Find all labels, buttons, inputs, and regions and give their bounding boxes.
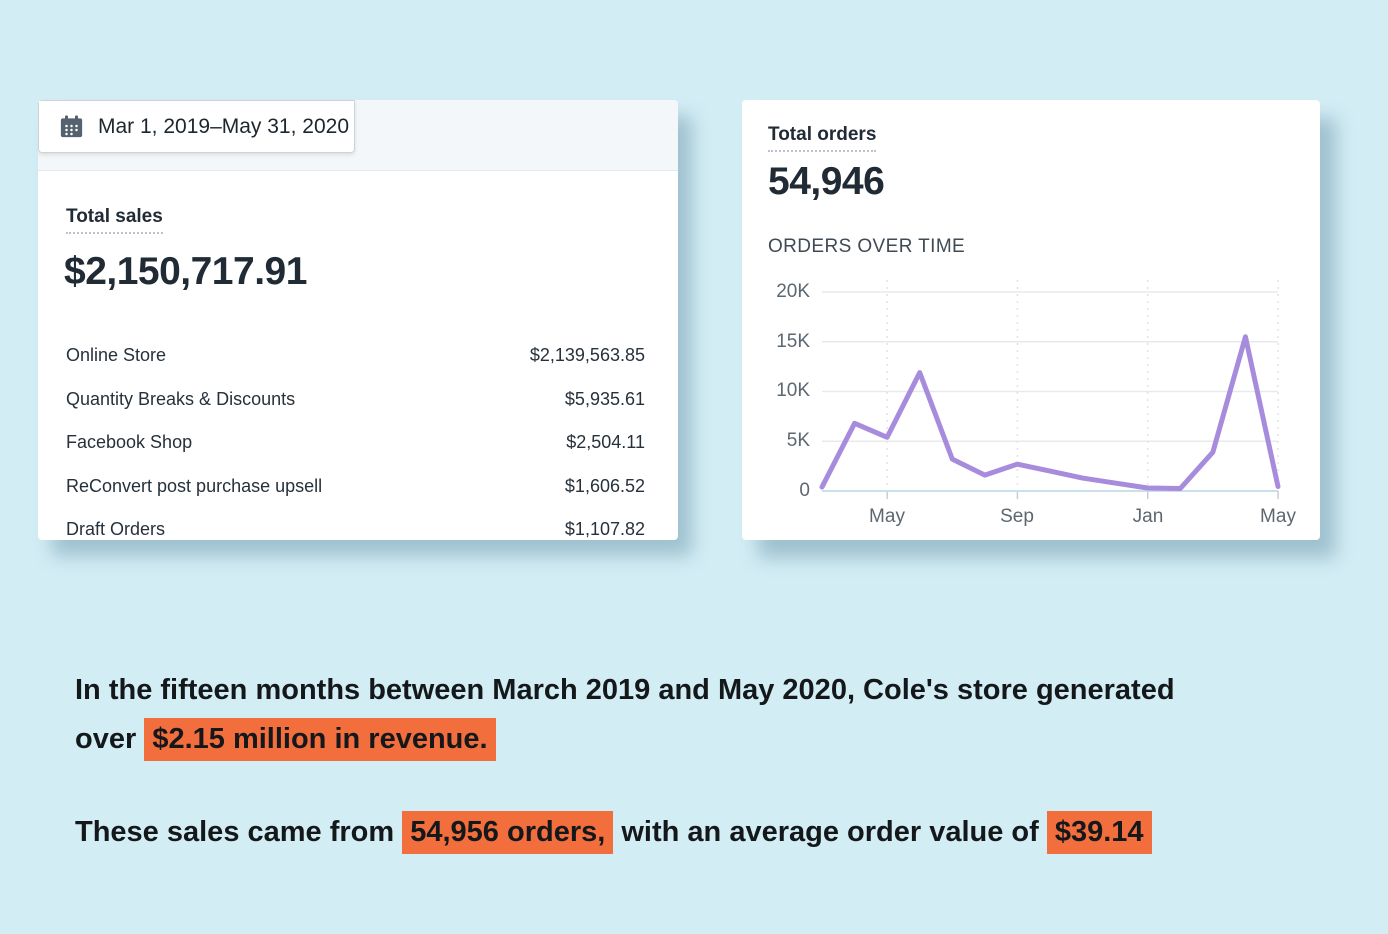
x-axis-label: May (1260, 506, 1296, 527)
breakdown-label: Online Store (66, 345, 167, 366)
total-orders-card: Total orders 54,946 ORDERS OVER TIME 20K… (742, 100, 1320, 540)
y-axis-label: 5K (786, 430, 810, 451)
breakdown-row: Online Store $2,139,563.85 (66, 334, 645, 378)
total-orders-value: 54,946 (768, 160, 885, 203)
x-axis-label: Jan (1132, 506, 1164, 527)
orders-chart[interactable] (742, 100, 1320, 540)
date-range-button[interactable]: Mar 1, 2019–May 31, 2020 (38, 100, 355, 153)
caption-text: over (75, 723, 145, 755)
caption-paragraph-revenue: In the fifteen months between March 2019… (75, 666, 1175, 764)
orders-highlight: 54,956 orders, (402, 811, 614, 854)
orders-over-time-heading: ORDERS OVER TIME (768, 236, 966, 257)
aov-highlight: $39.14 (1046, 811, 1152, 854)
caption-paragraph-orders: These sales came from 54,956 orders, wit… (75, 808, 1152, 857)
y-axis-label: 0 (799, 480, 810, 501)
breakdown-value: $2,504.11 (566, 432, 645, 453)
breakdown-label: Quantity Breaks & Discounts (66, 388, 296, 409)
y-axis-label: 20K (776, 281, 810, 302)
breakdown-value: $1,107.82 (564, 519, 645, 540)
caption-text: with an average order value of (613, 816, 1047, 848)
caption-line: over $2.15 million in revenue. (75, 715, 1175, 764)
caption-text: These sales came from (75, 816, 403, 848)
breakdown-label: ReConvert post purchase upsell (66, 475, 323, 496)
y-axis-label: 15K (776, 330, 810, 352)
breakdown-value: $2,139,563.85 (529, 345, 645, 366)
x-axis-label: Sep (1000, 506, 1034, 527)
breakdown-row: ReConvert post purchase upsell $1,606.52 (66, 465, 645, 509)
revenue-highlight: $2.15 million in revenue. (144, 718, 496, 761)
breakdown-row: Facebook Shop $2,504.11 (66, 421, 645, 465)
breakdown-row: Draft Orders $1,107.82 (66, 508, 645, 540)
breakdown-row: Quantity Breaks & Discounts $5,935.61 (66, 378, 645, 422)
y-axis-label: 10K (776, 380, 810, 401)
total-sales-label[interactable]: Total sales (66, 206, 163, 234)
breakdown-value: $5,935.61 (564, 388, 645, 409)
total-sales-card: Mar 1, 2019–May 31, 2020 Total sales $2,… (38, 100, 678, 540)
total-orders-label[interactable]: Total orders (768, 124, 877, 152)
breakdown-label: Draft Orders (66, 519, 166, 540)
calendar-icon (60, 115, 83, 138)
caption-line: In the fifteen months between March 2019… (75, 674, 1175, 706)
x-axis-label: May (869, 506, 905, 527)
date-range-label: Mar 1, 2019–May 31, 2020 (98, 114, 349, 138)
sales-breakdown-list: Online Store $2,139,563.85 Quantity Brea… (66, 334, 645, 540)
breakdown-label: Facebook Shop (66, 432, 193, 453)
breakdown-value: $1,606.52 (564, 475, 645, 496)
total-sales-value: $2,150,717.91 (64, 250, 307, 293)
